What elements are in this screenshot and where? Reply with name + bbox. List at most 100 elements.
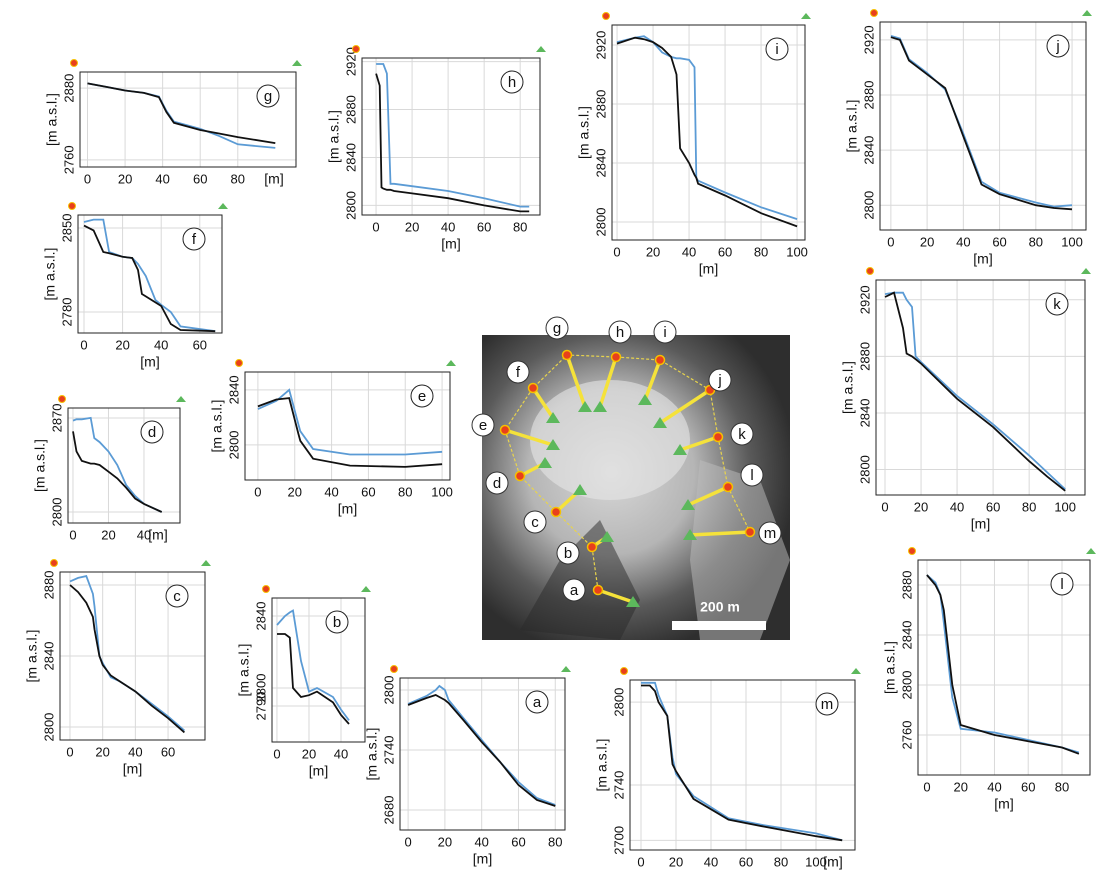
x-tick-label: 100 bbox=[431, 484, 453, 499]
x-tick-label: 40 bbox=[474, 834, 488, 849]
end-marker bbox=[1086, 548, 1096, 554]
start-marker bbox=[69, 203, 76, 210]
x-tick-label: 80 bbox=[1055, 779, 1069, 794]
x-tick-label: 0 bbox=[881, 499, 888, 514]
map: 200 m abcdefghijklm bbox=[472, 317, 790, 640]
x-tick-label: 100 bbox=[1061, 234, 1083, 249]
profile-chart: 0204060801002800284028802920[m][m a.s.l.… bbox=[844, 10, 1092, 267]
start-marker bbox=[621, 668, 628, 675]
x-tick-label: 0 bbox=[84, 171, 91, 186]
start-marker bbox=[656, 356, 665, 365]
panel-title: m bbox=[821, 696, 834, 713]
y-tick-label: 2800 bbox=[226, 430, 241, 459]
profile-chart: 0204060801002800284028802920[m][m a.s.l.… bbox=[576, 13, 811, 277]
y-tick-label: 2760 bbox=[61, 145, 76, 174]
y-tick-label: 2850 bbox=[59, 214, 74, 243]
end-marker bbox=[292, 60, 302, 66]
map-label: a bbox=[570, 582, 579, 599]
start-marker bbox=[612, 353, 621, 362]
map-label: m bbox=[764, 525, 777, 542]
end-marker bbox=[446, 360, 456, 366]
x-tick-label: 60 bbox=[361, 484, 375, 499]
y-tick-label: 2800 bbox=[593, 208, 608, 237]
profile-chart: 0204060280028402880[m][m a.s.l.]c bbox=[24, 560, 211, 777]
y-tick-label: 2680 bbox=[381, 796, 396, 825]
x-tick-label: 60 bbox=[739, 854, 753, 869]
x-tick-label: 80 bbox=[231, 171, 245, 186]
start-marker bbox=[51, 560, 58, 567]
x-tick-label: 20 bbox=[953, 779, 967, 794]
start-marker bbox=[563, 351, 572, 360]
x-axis-label: [m] bbox=[309, 763, 328, 779]
x-tick-label: 40 bbox=[956, 234, 970, 249]
x-tick-label: 40 bbox=[987, 779, 1001, 794]
y-tick-label: 2870 bbox=[49, 403, 64, 432]
x-tick-label: 0 bbox=[637, 854, 644, 869]
x-tick-label: 100 bbox=[786, 244, 808, 259]
end-marker bbox=[1082, 10, 1092, 16]
y-tick-label: 2800 bbox=[253, 674, 268, 703]
end-marker bbox=[536, 46, 546, 52]
panel-title: k bbox=[1053, 296, 1061, 313]
y-axis-label: [m a.s.l.] bbox=[42, 248, 58, 301]
map-label: i bbox=[663, 324, 666, 341]
map-label: d bbox=[493, 475, 501, 492]
scale-bar bbox=[672, 621, 766, 630]
start-marker bbox=[724, 483, 733, 492]
x-tick-label: 20 bbox=[405, 219, 419, 234]
y-tick-label: 2920 bbox=[593, 31, 608, 60]
x-axis-label: [m] bbox=[973, 251, 992, 267]
y-tick-label: 2880 bbox=[41, 571, 56, 600]
y-tick-label: 2840 bbox=[343, 143, 358, 172]
y-tick-label: 2800 bbox=[861, 191, 876, 220]
panel-title: e bbox=[418, 388, 426, 405]
x-axis-label: [m] bbox=[140, 354, 159, 370]
y-tick-label: 2740 bbox=[611, 771, 626, 800]
x-tick-label: 0 bbox=[66, 744, 73, 759]
x-tick-label: 0 bbox=[254, 484, 261, 499]
profile-chart: 02040608027602880[m][m a.s.l.]g bbox=[44, 60, 302, 187]
panel-title: a bbox=[533, 694, 542, 711]
figure: 200 m abcdefghijklm 0 20 40 60 80 2760 2880 [m]… bbox=[0, 0, 1104, 879]
start-marker bbox=[59, 396, 66, 403]
x-tick-label: 20 bbox=[438, 834, 452, 849]
panel-title: b bbox=[333, 614, 341, 631]
x-tick-label: 60 bbox=[986, 499, 1000, 514]
x-tick-label: 80 bbox=[754, 244, 768, 259]
y-tick-label: 2800 bbox=[49, 498, 64, 527]
x-tick-label: 20 bbox=[646, 244, 660, 259]
profile-chart: 02040279028002840[m][m a.s.l.]b bbox=[236, 586, 371, 779]
y-axis-label: [m a.s.l.] bbox=[576, 106, 592, 159]
plot-frame bbox=[272, 598, 365, 742]
y-axis-label: [m a.s.l.] bbox=[882, 641, 898, 694]
x-tick-label: 80 bbox=[548, 834, 562, 849]
plot-frame bbox=[68, 408, 180, 523]
y-tick-label: 2880 bbox=[857, 342, 872, 371]
x-tick-label: 40 bbox=[155, 171, 169, 186]
start-marker bbox=[746, 528, 755, 537]
end-marker bbox=[851, 668, 861, 674]
panel-title: d bbox=[148, 424, 156, 441]
end-marker bbox=[561, 666, 571, 672]
profile-chart: 0204060801002800284028802920[m][m a.s.l.… bbox=[840, 268, 1091, 532]
x-tick-label: 0 bbox=[613, 244, 620, 259]
map-label: k bbox=[738, 426, 746, 443]
x-axis-label: [m] bbox=[148, 527, 167, 543]
x-axis-label: [m] bbox=[994, 796, 1013, 812]
panel-title: g bbox=[264, 88, 272, 105]
start-marker bbox=[353, 46, 360, 53]
x-tick-label: 40 bbox=[128, 744, 142, 759]
x-tick-label: 80 bbox=[398, 484, 412, 499]
end-marker bbox=[801, 13, 811, 19]
x-tick-label: 20 bbox=[914, 499, 928, 514]
y-tick-label: 2880 bbox=[343, 95, 358, 124]
scale-label: 200 m bbox=[700, 599, 740, 615]
x-tick-label: 0 bbox=[273, 746, 280, 761]
end-marker bbox=[218, 203, 228, 209]
x-tick-label: 20 bbox=[669, 854, 683, 869]
y-tick-label: 2880 bbox=[861, 81, 876, 110]
x-tick-label: 60 bbox=[1021, 779, 1035, 794]
x-tick-label: 20 bbox=[920, 234, 934, 249]
x-tick-label: 0 bbox=[80, 337, 87, 352]
y-tick-label: 2800 bbox=[381, 676, 396, 705]
